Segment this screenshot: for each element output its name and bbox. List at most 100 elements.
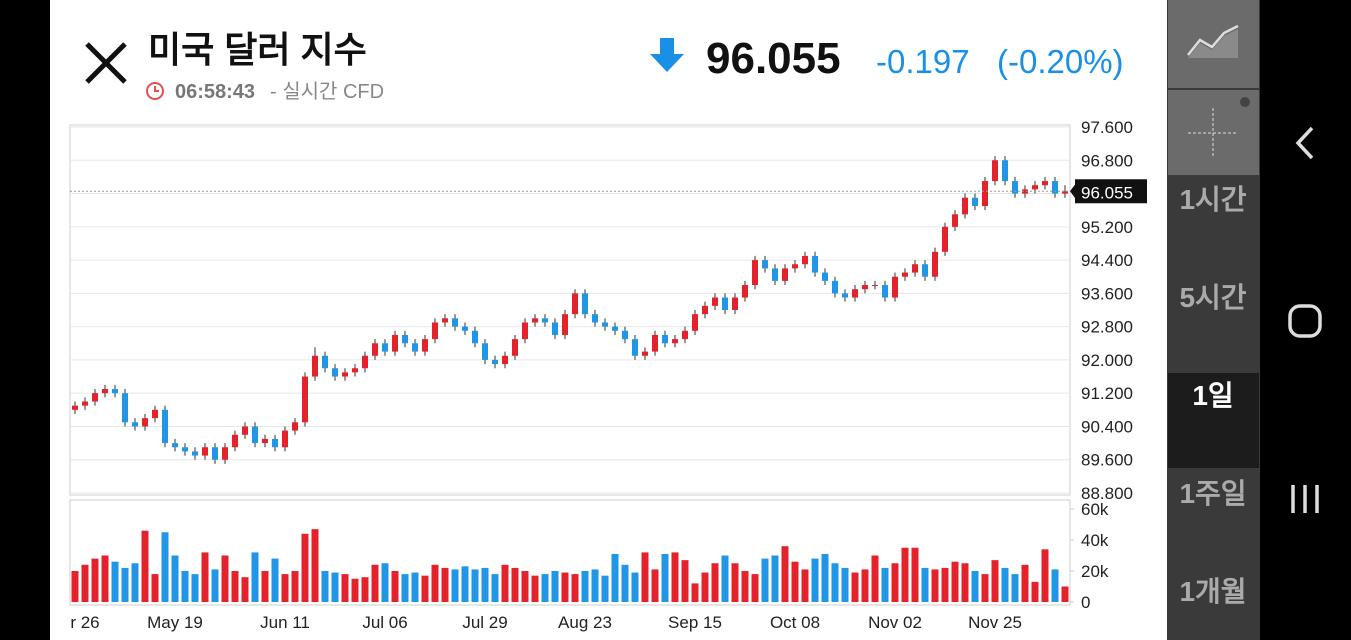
candle-body xyxy=(172,443,178,448)
interval-button[interactable] xyxy=(1168,177,1259,272)
source: - 실시간 CFD xyxy=(270,80,384,103)
interval-button[interactable] xyxy=(1168,373,1259,468)
volume-bar xyxy=(721,555,729,602)
volume-bar xyxy=(221,555,229,602)
candle-body xyxy=(552,322,558,335)
volume-bar xyxy=(261,571,269,602)
candle-body xyxy=(862,285,868,290)
volume-bar xyxy=(111,561,119,602)
volume-bar xyxy=(171,555,179,602)
last-price-box xyxy=(1075,179,1147,204)
volume-bar xyxy=(201,552,209,602)
volume-tick-label: 60k xyxy=(1081,500,1109,519)
candle-body xyxy=(182,447,188,452)
volume-bar xyxy=(331,572,339,602)
interval-label: 1개월 xyxy=(1179,576,1246,607)
candle-body xyxy=(1022,189,1028,194)
candle-body xyxy=(342,372,348,377)
candle-body xyxy=(1042,181,1048,186)
volume-bar xyxy=(251,552,259,602)
candle-body xyxy=(162,409,168,444)
candle-body xyxy=(772,268,778,281)
volume-bar xyxy=(651,569,659,602)
candle-body xyxy=(512,339,518,356)
volume-bar xyxy=(81,564,89,602)
volume-bar xyxy=(921,567,929,602)
volume-bar xyxy=(841,567,849,602)
last-price-label: 96.055 xyxy=(1081,183,1133,202)
volume-bar xyxy=(531,575,539,602)
volume-bar xyxy=(191,574,199,602)
candle-body xyxy=(842,293,848,298)
x-tick-label: Jul 06 xyxy=(362,613,407,632)
candle-body xyxy=(812,255,818,273)
candle-body xyxy=(372,343,378,356)
candle-body xyxy=(422,339,428,352)
volume-bar xyxy=(271,558,279,602)
volume-bar xyxy=(491,574,499,602)
candle-body xyxy=(112,389,118,394)
volume-bar xyxy=(981,574,989,602)
volume-bar xyxy=(861,569,869,602)
recents-button[interactable] xyxy=(1291,485,1319,513)
candle-body xyxy=(652,334,658,352)
volume-bar xyxy=(311,529,319,602)
interval-button[interactable] xyxy=(1168,471,1259,566)
volume-bar xyxy=(781,546,789,602)
y-tick-label: 89.600 xyxy=(1081,451,1133,470)
interval-button[interactable] xyxy=(1168,569,1259,640)
candle-body xyxy=(562,314,568,335)
candle-body xyxy=(362,355,368,369)
volume-bar xyxy=(821,553,829,602)
volume-bar xyxy=(71,571,79,602)
candle-body xyxy=(642,351,648,356)
volume-bar xyxy=(771,555,779,602)
candle-body xyxy=(932,251,938,277)
volume-bar xyxy=(911,547,919,602)
candle-body xyxy=(722,297,728,310)
candle-body xyxy=(622,330,628,340)
home-button[interactable] xyxy=(1288,304,1322,338)
interval-label: 1주일 xyxy=(1179,478,1246,509)
candle-body xyxy=(312,355,318,377)
volume-bar xyxy=(1041,549,1049,602)
volume-bar xyxy=(461,566,469,602)
volume-bar xyxy=(891,563,899,602)
volume-bar xyxy=(791,561,799,602)
clock-icon xyxy=(146,82,164,100)
volume-bar xyxy=(411,572,419,602)
candle-body xyxy=(92,393,98,402)
volume-bar xyxy=(731,563,739,602)
candle-body xyxy=(82,401,88,406)
candle-body xyxy=(1002,160,1008,182)
candle-body xyxy=(72,405,78,410)
y-tick-label: 92.000 xyxy=(1081,351,1133,370)
candle-body xyxy=(332,368,338,377)
y-tick-label: 88.800 xyxy=(1081,484,1133,503)
interval-label: 1일 xyxy=(1192,380,1233,411)
candle-body xyxy=(132,422,138,427)
title: 미국 달러 지수 xyxy=(148,29,367,70)
candle-body xyxy=(822,272,828,281)
volume-bar xyxy=(691,583,699,602)
candle-body xyxy=(612,326,618,331)
candle-body xyxy=(432,322,438,340)
interval-label: 5시간 xyxy=(1179,282,1246,313)
x-tick-label: Jul 29 xyxy=(462,613,507,632)
volume-tick-label: 0 xyxy=(1081,593,1090,612)
volume-bar xyxy=(181,571,189,602)
candle-body xyxy=(922,264,928,277)
volume-bar xyxy=(231,571,239,602)
volume-bar xyxy=(641,552,649,602)
close-button[interactable] xyxy=(85,42,127,84)
candle-body xyxy=(762,260,768,269)
x-tick-label: Jun 11 xyxy=(260,613,310,632)
interval-button[interactable] xyxy=(1168,275,1259,370)
volume-tick-label: 40k xyxy=(1081,531,1109,550)
volume-bar xyxy=(391,571,399,602)
back-button[interactable] xyxy=(1295,126,1314,160)
volume-bar xyxy=(471,569,479,602)
volume-bar xyxy=(1031,581,1039,602)
candle-body xyxy=(452,318,458,327)
volume-bar xyxy=(381,563,389,602)
